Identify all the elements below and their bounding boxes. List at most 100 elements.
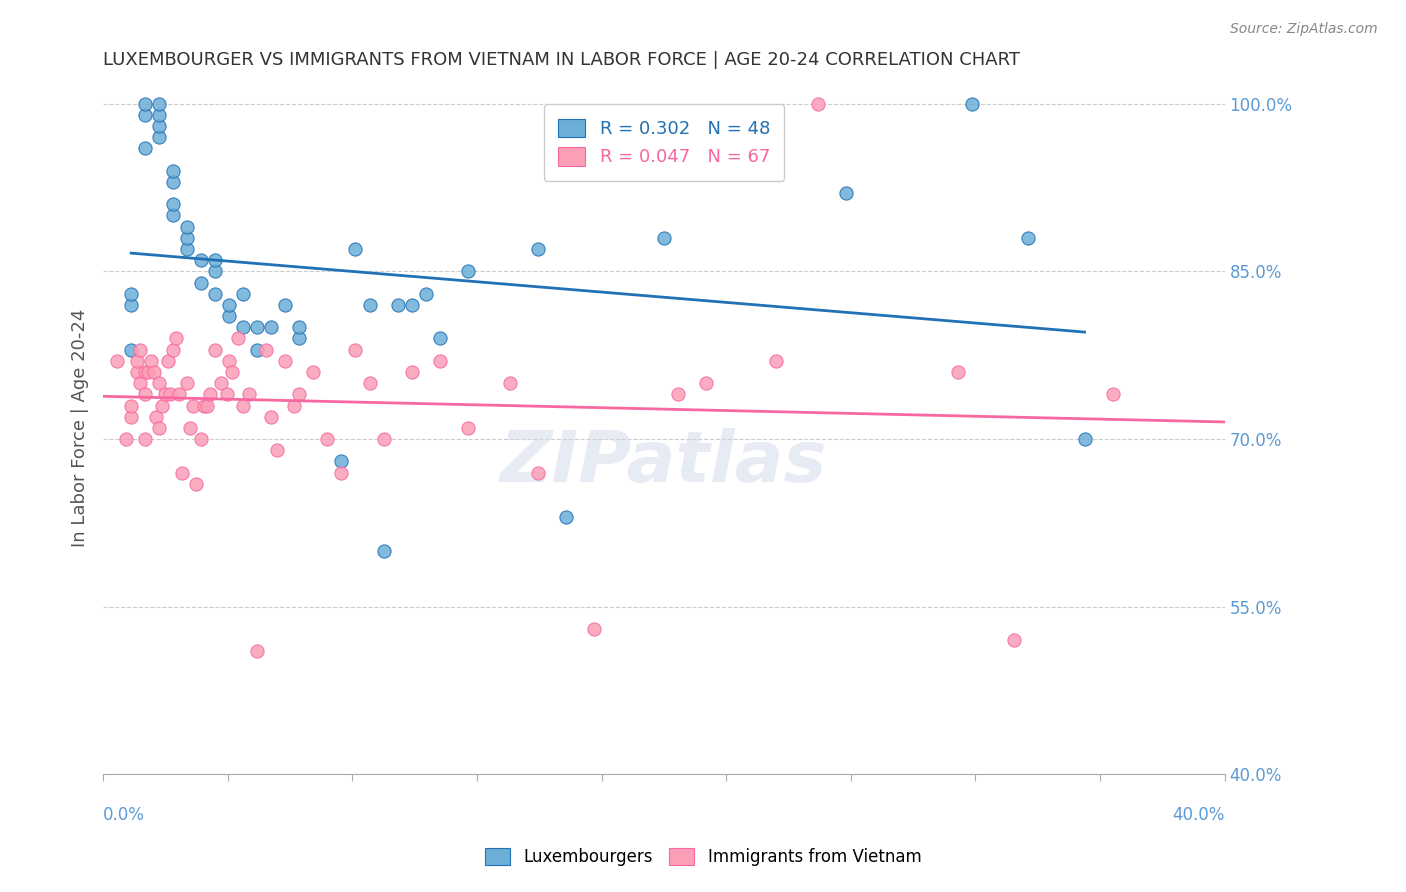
Point: [150, 399, 173, 413]
Point: [215, 387, 238, 401]
Point: [246, 644, 269, 658]
Point: [204, 343, 226, 357]
Text: Source: ZipAtlas.com: Source: ZipAtlas.com: [1230, 22, 1378, 37]
Point: [499, 376, 522, 391]
Point: [218, 298, 240, 312]
Point: [232, 399, 254, 413]
Point: [765, 354, 787, 368]
Point: [204, 253, 226, 268]
Point: [204, 264, 226, 278]
Point: [582, 622, 605, 636]
Point: [246, 320, 269, 334]
Point: [176, 242, 198, 256]
Point: [457, 421, 479, 435]
Point: [105, 354, 128, 368]
Point: [526, 466, 548, 480]
Point: [302, 365, 325, 379]
Legend: R = 0.302   N = 48, R = 0.047   N = 67: R = 0.302 N = 48, R = 0.047 N = 67: [544, 104, 785, 181]
Point: [165, 331, 187, 345]
Point: [209, 376, 232, 391]
Point: [226, 331, 249, 345]
Point: [429, 354, 451, 368]
Point: [193, 399, 215, 413]
Point: [695, 376, 717, 391]
Point: [179, 421, 201, 435]
Point: [283, 399, 305, 413]
Point: [120, 409, 142, 424]
Point: [128, 343, 150, 357]
Point: [232, 286, 254, 301]
Point: [962, 96, 984, 111]
Point: [190, 253, 212, 268]
Point: [167, 387, 190, 401]
Text: 40.0%: 40.0%: [1173, 805, 1225, 824]
Point: [266, 443, 288, 458]
Point: [190, 276, 212, 290]
Point: [162, 197, 184, 211]
Point: [139, 354, 162, 368]
Point: [415, 286, 437, 301]
Point: [1073, 432, 1095, 446]
Point: [148, 421, 170, 435]
Point: [260, 409, 283, 424]
Point: [142, 365, 165, 379]
Point: [120, 298, 142, 312]
Text: 0.0%: 0.0%: [103, 805, 145, 824]
Point: [1101, 387, 1123, 401]
Point: [148, 130, 170, 145]
Point: [190, 432, 212, 446]
Point: [195, 399, 218, 413]
Point: [387, 298, 409, 312]
Point: [232, 320, 254, 334]
Point: [359, 298, 381, 312]
Point: [254, 343, 277, 357]
Point: [120, 286, 142, 301]
Point: [401, 365, 423, 379]
Point: [148, 119, 170, 133]
Point: [162, 209, 184, 223]
Point: [162, 163, 184, 178]
Point: [162, 343, 184, 357]
Point: [181, 399, 204, 413]
Point: [373, 432, 395, 446]
Point: [136, 365, 159, 379]
Point: [148, 376, 170, 391]
Text: LUXEMBOURGER VS IMMIGRANTS FROM VIETNAM IN LABOR FORCE | AGE 20-24 CORRELATION C: LUXEMBOURGER VS IMMIGRANTS FROM VIETNAM …: [103, 51, 1021, 69]
Point: [666, 387, 689, 401]
Point: [1002, 633, 1025, 648]
Point: [176, 219, 198, 234]
Point: [134, 387, 156, 401]
Point: [238, 387, 260, 401]
Point: [218, 354, 240, 368]
Point: [120, 343, 142, 357]
Point: [554, 510, 576, 524]
Point: [145, 409, 167, 424]
Text: ZIPatlas: ZIPatlas: [501, 428, 828, 497]
Point: [156, 354, 179, 368]
Y-axis label: In Labor Force | Age 20-24: In Labor Force | Age 20-24: [72, 309, 89, 547]
Point: [288, 387, 311, 401]
Point: [176, 376, 198, 391]
Point: [344, 242, 367, 256]
Point: [457, 264, 479, 278]
Legend: Luxembourgers, Immigrants from Vietnam: Luxembourgers, Immigrants from Vietnam: [477, 840, 929, 875]
Point: [330, 466, 353, 480]
Point: [401, 298, 423, 312]
Point: [125, 354, 148, 368]
Point: [1017, 231, 1039, 245]
Point: [134, 365, 156, 379]
Point: [184, 476, 207, 491]
Point: [204, 286, 226, 301]
Point: [316, 432, 339, 446]
Point: [429, 331, 451, 345]
Point: [652, 231, 675, 245]
Point: [153, 387, 176, 401]
Point: [162, 175, 184, 189]
Point: [159, 387, 181, 401]
Point: [288, 320, 311, 334]
Point: [134, 108, 156, 122]
Point: [526, 242, 548, 256]
Point: [176, 231, 198, 245]
Point: [274, 354, 297, 368]
Point: [148, 96, 170, 111]
